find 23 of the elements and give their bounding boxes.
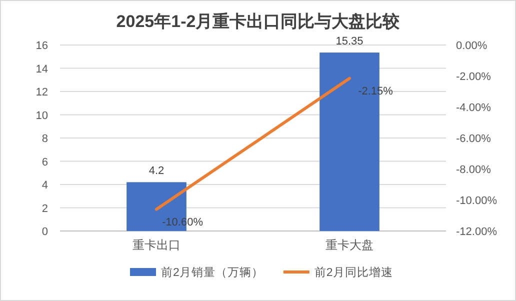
y-tick-label: 8 xyxy=(42,133,48,145)
y-tick-label: 0 xyxy=(42,226,48,238)
chart-title: 2025年1-2月重卡出口同比与大盘比较 xyxy=(116,12,401,31)
y2-tick-label: -2.00% xyxy=(456,71,492,83)
x-tick-label: 重卡出口 xyxy=(132,238,180,252)
y2-tick-label: -10.00% xyxy=(456,195,498,207)
y-tick-label: 14 xyxy=(36,63,48,76)
x-tick-label: 重卡大盘 xyxy=(326,238,374,252)
data-label: 4.2 xyxy=(148,165,164,178)
y-tick-label: 12 xyxy=(36,86,48,98)
y-tick-label: 6 xyxy=(42,156,48,168)
y2-tick-label: 0.00% xyxy=(456,40,488,52)
y2-tick-label: -12.00% xyxy=(456,226,498,238)
legend-label: 前2月同比增速 xyxy=(314,266,393,279)
y2-tick-label: -6.00% xyxy=(456,133,492,145)
y-tick-label: 16 xyxy=(36,40,48,52)
y-tick-label: 4 xyxy=(42,180,48,192)
y2-tick-label: -4.00% xyxy=(456,102,492,114)
y-tick-label: 2 xyxy=(42,202,48,215)
data-label: 15.35 xyxy=(336,36,364,48)
legend-label: 前2月销量（万辆） xyxy=(161,266,264,279)
y-tick-label: 10 xyxy=(36,110,48,122)
y2-tick-label: -8.00% xyxy=(456,164,492,176)
